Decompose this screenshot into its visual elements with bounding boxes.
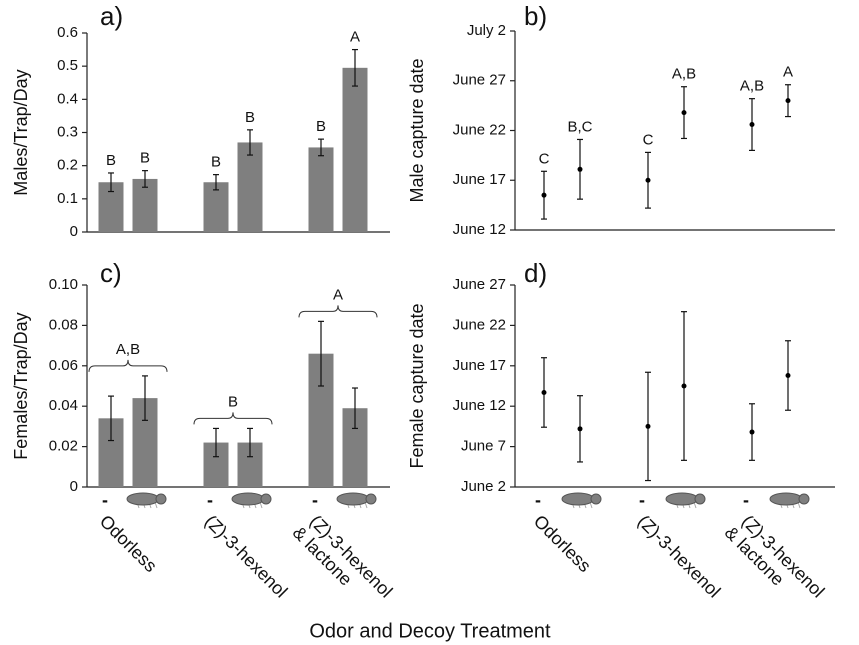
y-tick-label: June 17: [453, 357, 506, 374]
point: [577, 426, 583, 432]
y-axis-label: Male capture date: [407, 58, 427, 202]
point: [645, 177, 651, 183]
y-tick-label: June 22: [453, 316, 506, 333]
decoy-head: [260, 493, 272, 505]
decoy-icon: [665, 492, 706, 509]
bar: [203, 182, 229, 232]
panel-label: b): [524, 1, 547, 31]
panel-label: d): [524, 258, 547, 288]
y-tick-label: June 27: [453, 72, 506, 89]
decoy-icon: [561, 492, 602, 509]
decoy-icon: [769, 492, 810, 509]
significance-label: B: [245, 109, 255, 126]
point: [577, 166, 583, 172]
x-tick-label: -: [743, 490, 749, 510]
decoy-head: [155, 493, 167, 505]
significance-label: B: [211, 154, 221, 171]
x-tick-label: -: [207, 490, 213, 510]
y-axis-label: Males/Trap/Day: [11, 69, 31, 195]
group-label: (Z)-3-hexenol: [634, 511, 725, 602]
significance-label: A,B: [672, 66, 696, 83]
y-tick-label: June 17: [453, 171, 506, 188]
significance-label: B,C: [567, 118, 592, 135]
decoy-body: [561, 492, 595, 506]
point: [785, 372, 791, 378]
x-tick-label: -: [535, 490, 541, 510]
y-tick-label: June 27: [453, 276, 506, 293]
significance-label: B: [316, 118, 326, 135]
significance-label: A: [350, 29, 360, 46]
significance-label: B: [140, 150, 150, 167]
decoy-head: [798, 493, 810, 505]
bracket: [193, 412, 273, 425]
significance-label: B: [106, 152, 116, 169]
y-tick-label: 0: [70, 223, 78, 240]
y-axis-label: Females/Trap/Day: [11, 312, 31, 459]
decoy-body: [126, 492, 160, 506]
point: [541, 192, 547, 198]
decoy-head: [365, 493, 377, 505]
y-tick-label: 0.06: [49, 357, 78, 374]
group-label: (Z)-3-hexenol: [201, 511, 292, 602]
group-significance-label: A,B: [116, 341, 140, 358]
y-tick-label: June 7: [461, 438, 506, 455]
decoy-icon: [126, 492, 167, 509]
bar: [237, 142, 263, 232]
bar: [342, 67, 368, 232]
point: [681, 383, 687, 389]
y-tick-label: 0.6: [57, 24, 78, 41]
y-tick-label: 0.08: [49, 316, 78, 333]
decoy-head: [694, 493, 706, 505]
x-tick-label: -: [312, 490, 318, 510]
decoy-body: [231, 492, 265, 506]
y-tick-label: 0.10: [49, 276, 78, 293]
decoy-body: [769, 492, 803, 506]
point: [681, 110, 687, 116]
bracket: [298, 305, 378, 318]
x-tick-label: -: [639, 490, 645, 510]
group-significance-label: B: [228, 393, 238, 410]
significance-label: A,B: [740, 78, 764, 95]
group-label: Odorless: [96, 511, 161, 576]
panel-label: c): [100, 258, 122, 288]
bracket: [88, 359, 168, 372]
y-tick-label: 0.02: [49, 438, 78, 455]
point: [785, 98, 791, 104]
panel-label: a): [100, 1, 123, 31]
y-tick-label: 0: [70, 478, 78, 495]
significance-label: C: [643, 131, 654, 148]
y-tick-label: June 12: [453, 397, 506, 414]
y-tick-label: 0.2: [57, 157, 78, 174]
y-tick-label: June 2: [461, 478, 506, 495]
y-tick-label: 0.04: [49, 397, 78, 414]
significance-label: C: [539, 150, 550, 167]
point: [749, 122, 755, 128]
y-axis-label: Female capture date: [407, 303, 427, 468]
y-tick-label: July 2: [467, 22, 506, 39]
y-tick-label: June 12: [453, 221, 506, 238]
decoy-icon: [231, 492, 272, 509]
point: [749, 429, 755, 435]
decoy-icon: [336, 492, 377, 509]
decoy-head: [590, 493, 602, 505]
decoy-body: [336, 492, 370, 506]
y-tick-label: 0.5: [57, 57, 78, 74]
bar: [308, 147, 334, 232]
y-tick-label: June 22: [453, 121, 506, 138]
y-tick-label: 0.3: [57, 123, 78, 140]
point: [645, 423, 651, 429]
group-label: Odorless: [530, 511, 595, 576]
y-tick-label: 0.1: [57, 190, 78, 207]
decoy-body: [665, 492, 699, 506]
y-tick-label: 0.4: [57, 90, 78, 107]
point: [541, 389, 547, 395]
x-axis-label: Odor and Decoy Treatment: [309, 620, 551, 642]
x-tick-label: -: [102, 490, 108, 510]
group-significance-label: A: [333, 286, 343, 303]
significance-label: A: [783, 64, 793, 81]
